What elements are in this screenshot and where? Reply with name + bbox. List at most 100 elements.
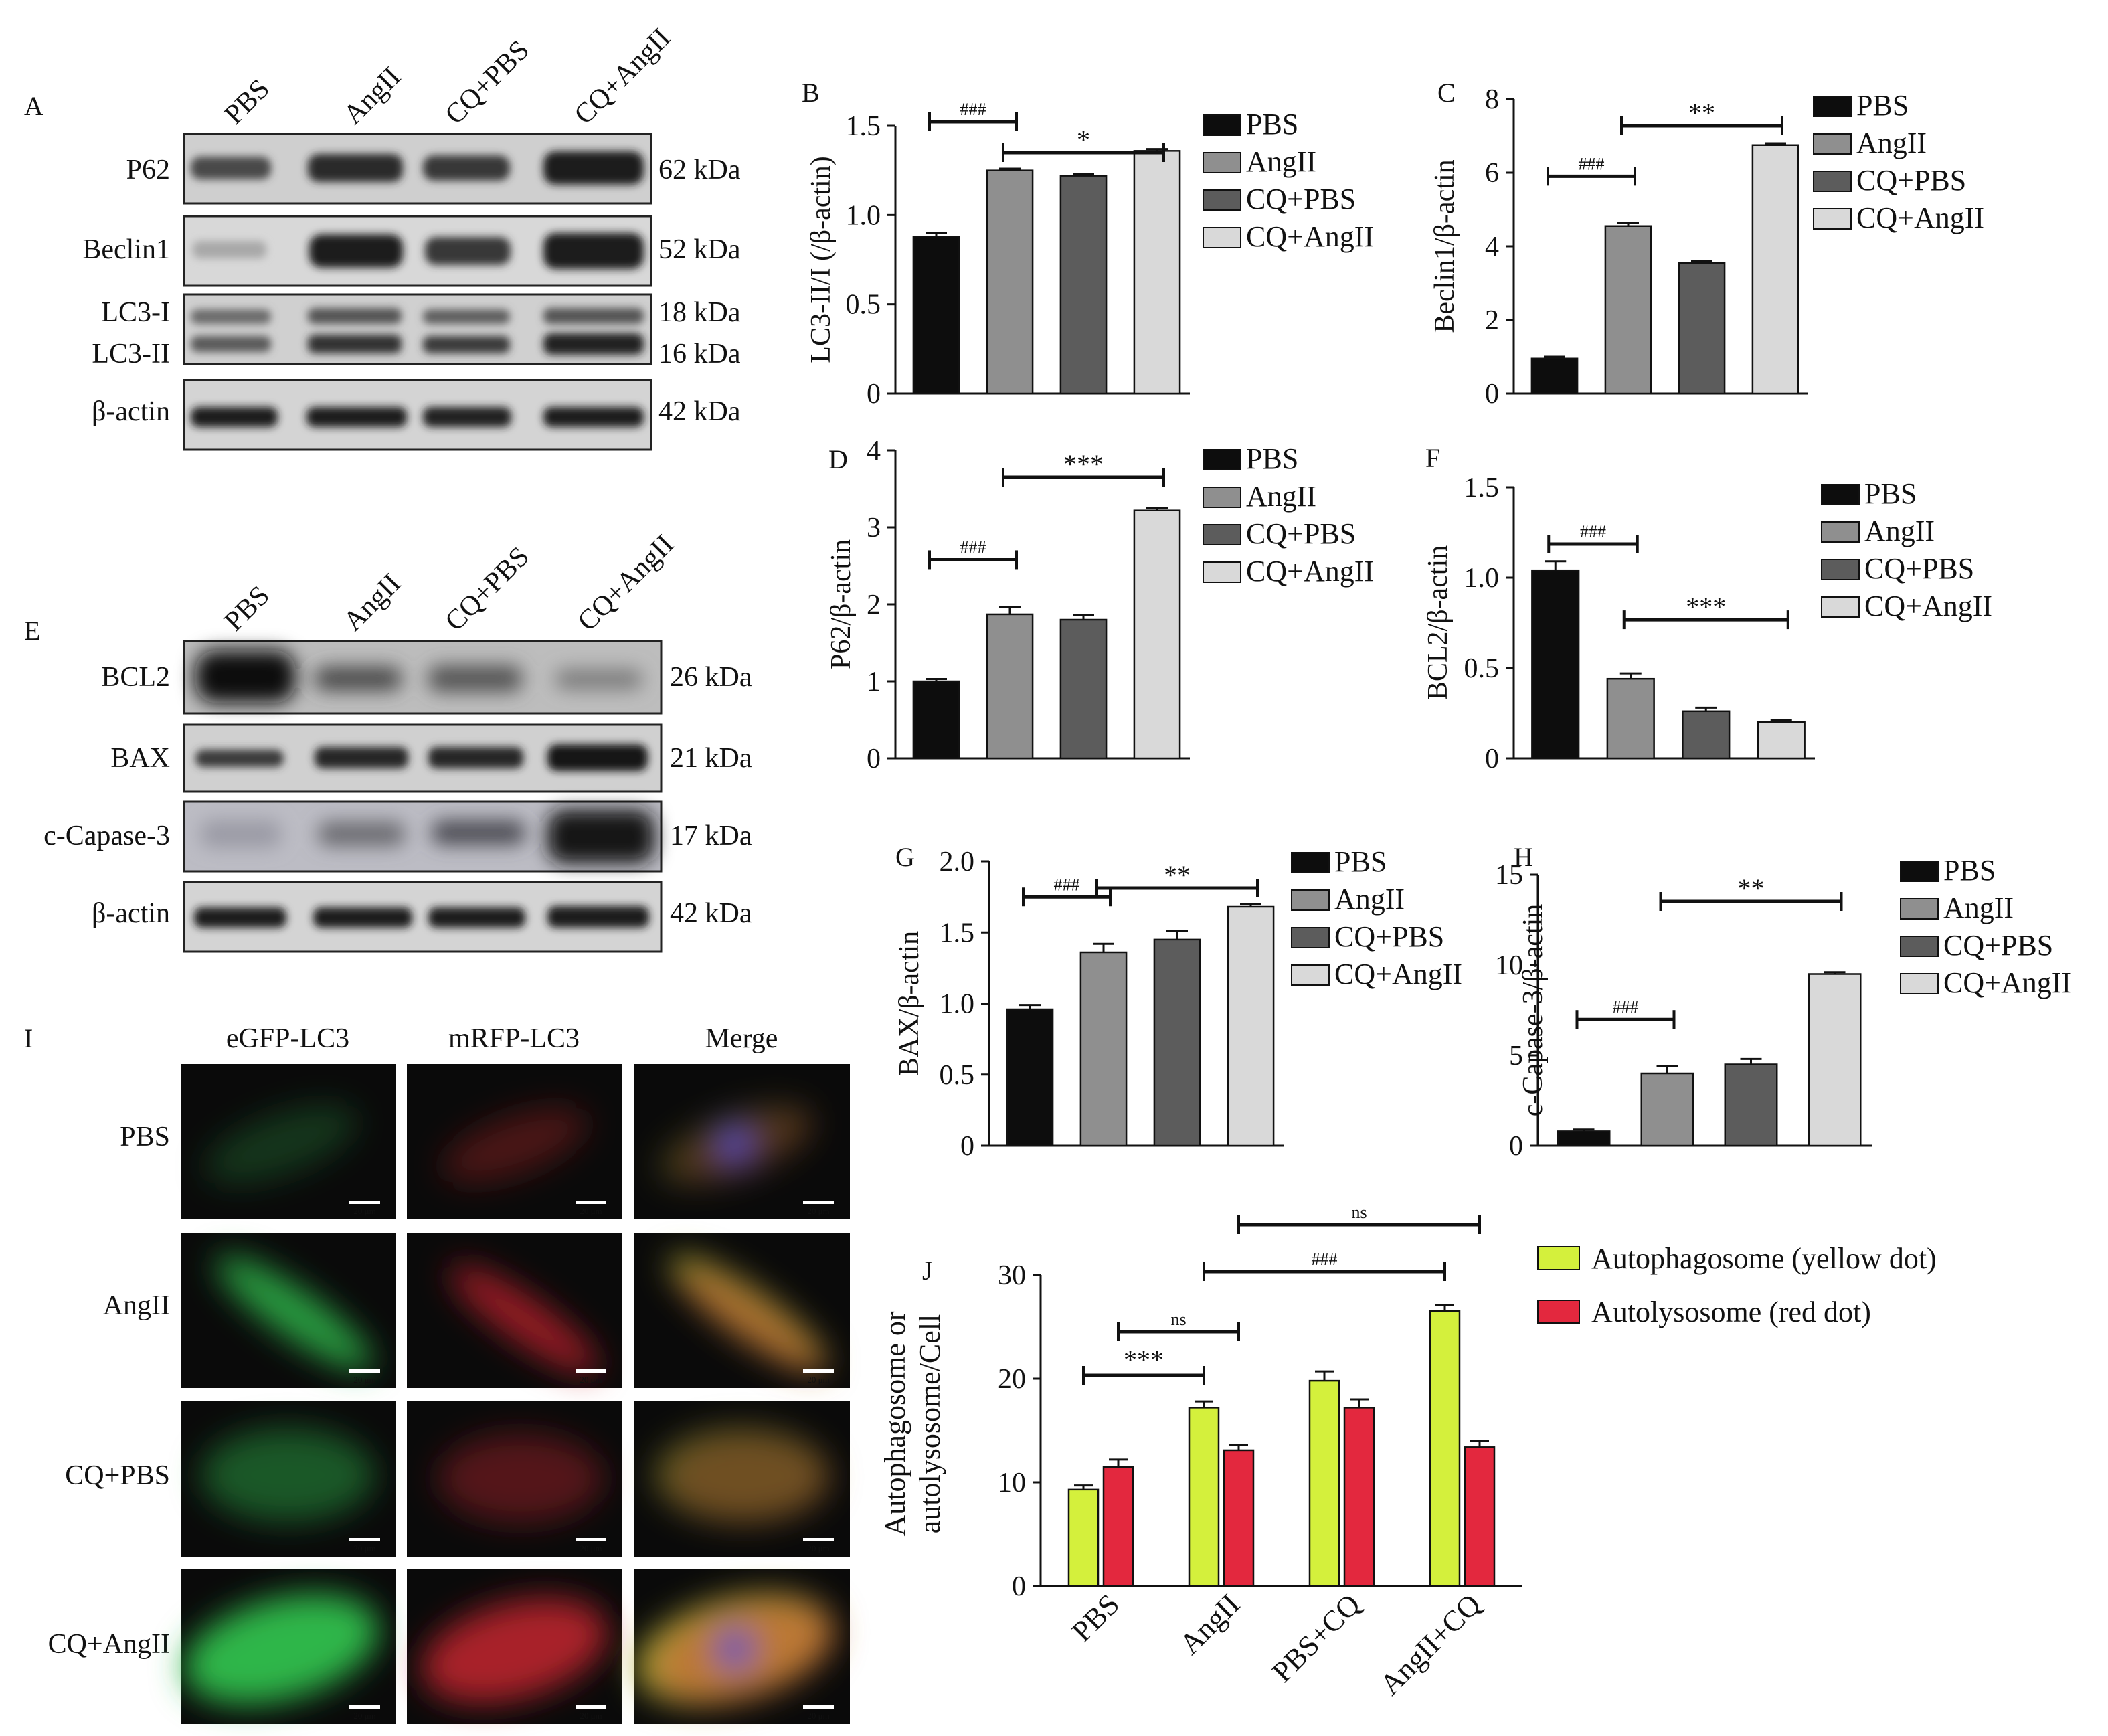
significance-mark: ** bbox=[1164, 860, 1191, 890]
bar bbox=[1531, 569, 1580, 760]
legend-swatch bbox=[1821, 521, 1860, 543]
legend: PBS AngII CQ+PBS CQ+AngII bbox=[1900, 854, 2071, 999]
y-axis-label: Autophagosome or bbox=[879, 1311, 911, 1536]
y-tick-label: 1.5 bbox=[846, 111, 881, 142]
y-tick-label: 0 bbox=[867, 744, 881, 774]
y-axis-label: BCL2/β-actin bbox=[1423, 545, 1454, 700]
legend-swatch bbox=[1203, 487, 1241, 508]
bar bbox=[1724, 1063, 1778, 1147]
lane-label: CQ+AngII bbox=[572, 529, 680, 637]
legend: PBS AngII CQ+PBS CQ+AngII bbox=[1203, 442, 1374, 588]
charts: B 0 0.5 1.0 1.5 LC3-II/I (/β-actin) ### * PBS Ang… bbox=[802, 78, 2071, 1701]
legend-label: AngII bbox=[1246, 480, 1316, 513]
mrfp-signal bbox=[450, 1265, 598, 1374]
mrfp-signal bbox=[442, 1108, 588, 1183]
bar bbox=[1079, 951, 1128, 1147]
significance-mark: ns bbox=[1351, 1203, 1367, 1222]
band-kda: 17 kDa bbox=[670, 820, 752, 851]
y-tick-label: 0 bbox=[1012, 1571, 1026, 1602]
lane-label: CQ+AngII bbox=[569, 23, 677, 131]
panel-e: E PBS AngII CQ+PBS CQ+AngII BCL2 26 kDa bbox=[24, 529, 752, 953]
legend-swatch bbox=[1203, 189, 1241, 211]
significance-bracket: ### bbox=[928, 537, 1018, 570]
legend-label: PBS bbox=[1943, 854, 1996, 887]
x-tick-label: AngII bbox=[1173, 1587, 1246, 1660]
y-tick-label: 0 bbox=[960, 1131, 974, 1162]
bar bbox=[1640, 1072, 1694, 1147]
micrograph: 20 μm bbox=[181, 1233, 396, 1388]
y-tick-label: 10 bbox=[998, 1468, 1026, 1498]
bar bbox=[986, 169, 1034, 395]
significance-mark: ### bbox=[960, 537, 986, 557]
row-label: AngII bbox=[103, 1290, 170, 1321]
panel-i: I eGFP-LC3 mRFP-LC3 Merge PBS AngII CQ+P… bbox=[24, 1023, 850, 1724]
bar bbox=[1606, 677, 1655, 760]
band-kda: 21 kDa bbox=[670, 743, 752, 774]
panel-letter: E bbox=[24, 616, 40, 646]
legend-swatch bbox=[1813, 208, 1852, 230]
scale-bar bbox=[349, 1369, 380, 1373]
band-kda: 52 kDa bbox=[658, 234, 741, 265]
legend-label: CQ+PBS bbox=[1864, 552, 1974, 585]
y-tick-label: 10 bbox=[1495, 950, 1523, 981]
significance-mark: ** bbox=[1738, 873, 1765, 903]
legend-swatch bbox=[1291, 927, 1330, 948]
blot-strip-p62 bbox=[183, 133, 652, 205]
band-label: β-actin bbox=[92, 898, 170, 929]
legend-label: CQ+PBS bbox=[1334, 920, 1444, 953]
bar bbox=[1757, 721, 1806, 760]
cell-signal bbox=[201, 1428, 375, 1522]
legend-label: AngII bbox=[1943, 891, 2014, 924]
nucleus-signal bbox=[716, 1123, 754, 1166]
legend-swatch bbox=[1291, 852, 1330, 873]
significance-mark: ### bbox=[960, 100, 986, 119]
legend-label: Autophagosome (yellow dot) bbox=[1591, 1242, 1937, 1275]
legend-swatch bbox=[1537, 1300, 1580, 1324]
y-tick-label: 5 bbox=[1509, 1041, 1523, 1071]
band-label: β-actin bbox=[92, 396, 170, 427]
column-label: Merge bbox=[705, 1023, 778, 1054]
significance-mark: ### bbox=[1054, 875, 1080, 894]
legend-swatch bbox=[1813, 133, 1852, 155]
band-kda: 26 kDa bbox=[670, 662, 752, 693]
scale-bar bbox=[576, 1369, 606, 1373]
cell-signal bbox=[438, 1434, 604, 1523]
legend-swatch bbox=[1821, 596, 1860, 618]
chart-c: C 0 2 4 6 8 Beclin1/β-actin ### ** PBS AngII CQ+PBS… bbox=[1429, 78, 1984, 410]
lane-label: AngII bbox=[338, 568, 407, 637]
significance-bracket: * bbox=[1002, 124, 1165, 162]
scale-bar-label: 20 μm bbox=[807, 1206, 829, 1216]
scale-bar-label: 20 μm bbox=[807, 1543, 829, 1553]
legend-swatch bbox=[1203, 449, 1241, 470]
scale-bar-label: 20 μm bbox=[807, 1375, 829, 1385]
legend-label: CQ+AngII bbox=[1856, 201, 1984, 234]
micrograph: 20 μm bbox=[634, 1569, 850, 1724]
legend-label: CQ+AngII bbox=[1334, 958, 1462, 990]
significance-bracket: ns bbox=[1237, 1203, 1481, 1234]
bar bbox=[1227, 905, 1275, 1147]
scale-bar bbox=[803, 1201, 834, 1204]
y-tick-label: 2 bbox=[1485, 305, 1499, 336]
lane-labels: PBS AngII CQ+PBS CQ+AngII bbox=[219, 23, 677, 131]
chart-f: F 0 0.5 1.0 1.5 BCL2/β-actin ### *** PBS AngII CQ+… bbox=[1423, 443, 1992, 774]
cell-signal bbox=[442, 1108, 588, 1183]
egfp-signal bbox=[183, 1593, 379, 1705]
legend-label: PBS bbox=[1334, 845, 1387, 878]
micrograph: 20 μm bbox=[181, 1569, 396, 1724]
x-tick-label: PBS+CQ bbox=[1265, 1587, 1367, 1688]
y-tick-label: 2 bbox=[867, 590, 881, 620]
y-tick-label: 0 bbox=[1485, 379, 1499, 410]
significance-bracket: ### bbox=[1203, 1249, 1446, 1281]
panel-letter: I bbox=[24, 1023, 33, 1053]
legend-label: CQ+PBS bbox=[1856, 164, 1966, 197]
legend-swatch bbox=[1291, 964, 1330, 986]
y-tick-label: 0 bbox=[1509, 1131, 1523, 1162]
significance-bracket: ** bbox=[1620, 98, 1783, 135]
blot-strip-bcl2 bbox=[183, 640, 663, 715]
legend-swatch bbox=[1900, 861, 1939, 882]
legend-swatch bbox=[1821, 559, 1860, 580]
micrograph: 20 μm bbox=[634, 1233, 850, 1388]
legend-swatch bbox=[1821, 484, 1860, 505]
legend-swatch bbox=[1900, 936, 1939, 957]
legend-swatch bbox=[1203, 561, 1241, 583]
